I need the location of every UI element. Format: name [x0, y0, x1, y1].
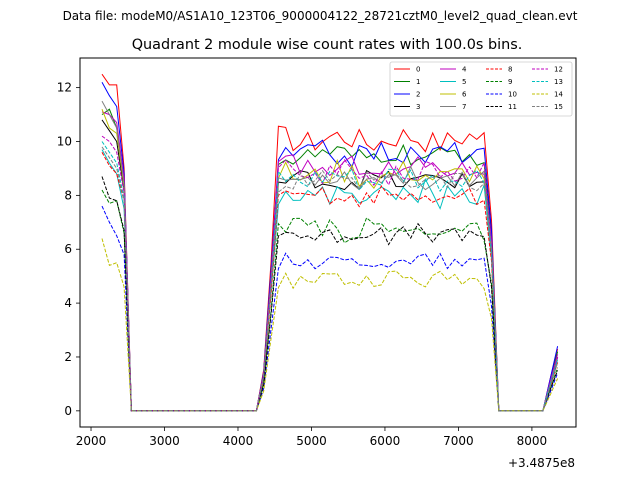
x-tick-label: 7000: [443, 434, 474, 448]
y-tick-label: 4: [64, 296, 72, 310]
x-tick-label: 6000: [370, 434, 401, 448]
legend-label-10: 10: [508, 91, 517, 99]
x-tick-label: 5000: [296, 434, 327, 448]
y-tick-label: 0: [64, 404, 72, 418]
y-tick-label: 10: [57, 134, 72, 148]
legend-label-6: 6: [462, 91, 467, 99]
plot-lines: [101, 73, 559, 412]
y-tick-label: 6: [64, 242, 72, 256]
legend-label-7: 7: [462, 103, 466, 111]
y-tick-label: 12: [57, 81, 72, 95]
legend-label-12: 12: [554, 66, 563, 74]
series-line-2: [101, 81, 559, 412]
x-tick-label: 3000: [149, 434, 180, 448]
series-line-7: [101, 100, 559, 412]
figure-suptitle: Data file: modeM0/AS1A10_123T06_90000041…: [63, 9, 578, 23]
legend-label-14: 14: [554, 91, 563, 99]
chart-title: Quadrant 2 module wise count rates with …: [132, 37, 523, 53]
legend-label-2: 2: [416, 91, 420, 99]
axes-frame: [79, 57, 577, 428]
legend-label-1: 1: [416, 78, 420, 86]
legend-label-13: 13: [554, 78, 563, 86]
series-line-4: [101, 111, 559, 412]
legend-label-3: 3: [416, 103, 420, 111]
series-line-0: [101, 73, 559, 412]
x-tick-label: 2000: [76, 434, 107, 448]
x-axis-ticks: 2000 3000 4000 5000 6000 7000 8000: [76, 427, 547, 448]
legend-label-0: 0: [416, 66, 420, 74]
y-axis-ticks: 0 2 4 6 8 10 12: [57, 81, 80, 418]
legend-label-11: 11: [508, 103, 517, 111]
series-line-15: [101, 146, 559, 412]
x-tick-label: 8000: [517, 434, 548, 448]
y-tick-label: 8: [64, 188, 72, 202]
legend-label-9: 9: [508, 78, 512, 86]
x-axis-offset-label: +3.4875e8: [508, 456, 575, 470]
series-line-9: [101, 189, 559, 412]
y-tick-label: 2: [64, 350, 72, 364]
legend-box: [389, 61, 573, 117]
legend-label-5: 5: [462, 78, 466, 86]
series-line-14: [101, 238, 559, 412]
series-line-3: [101, 119, 559, 412]
legend-label-8: 8: [508, 66, 512, 74]
x-tick-label: 4000: [223, 434, 254, 448]
legend-label-4: 4: [462, 66, 467, 74]
legend-label-15: 15: [554, 103, 563, 111]
